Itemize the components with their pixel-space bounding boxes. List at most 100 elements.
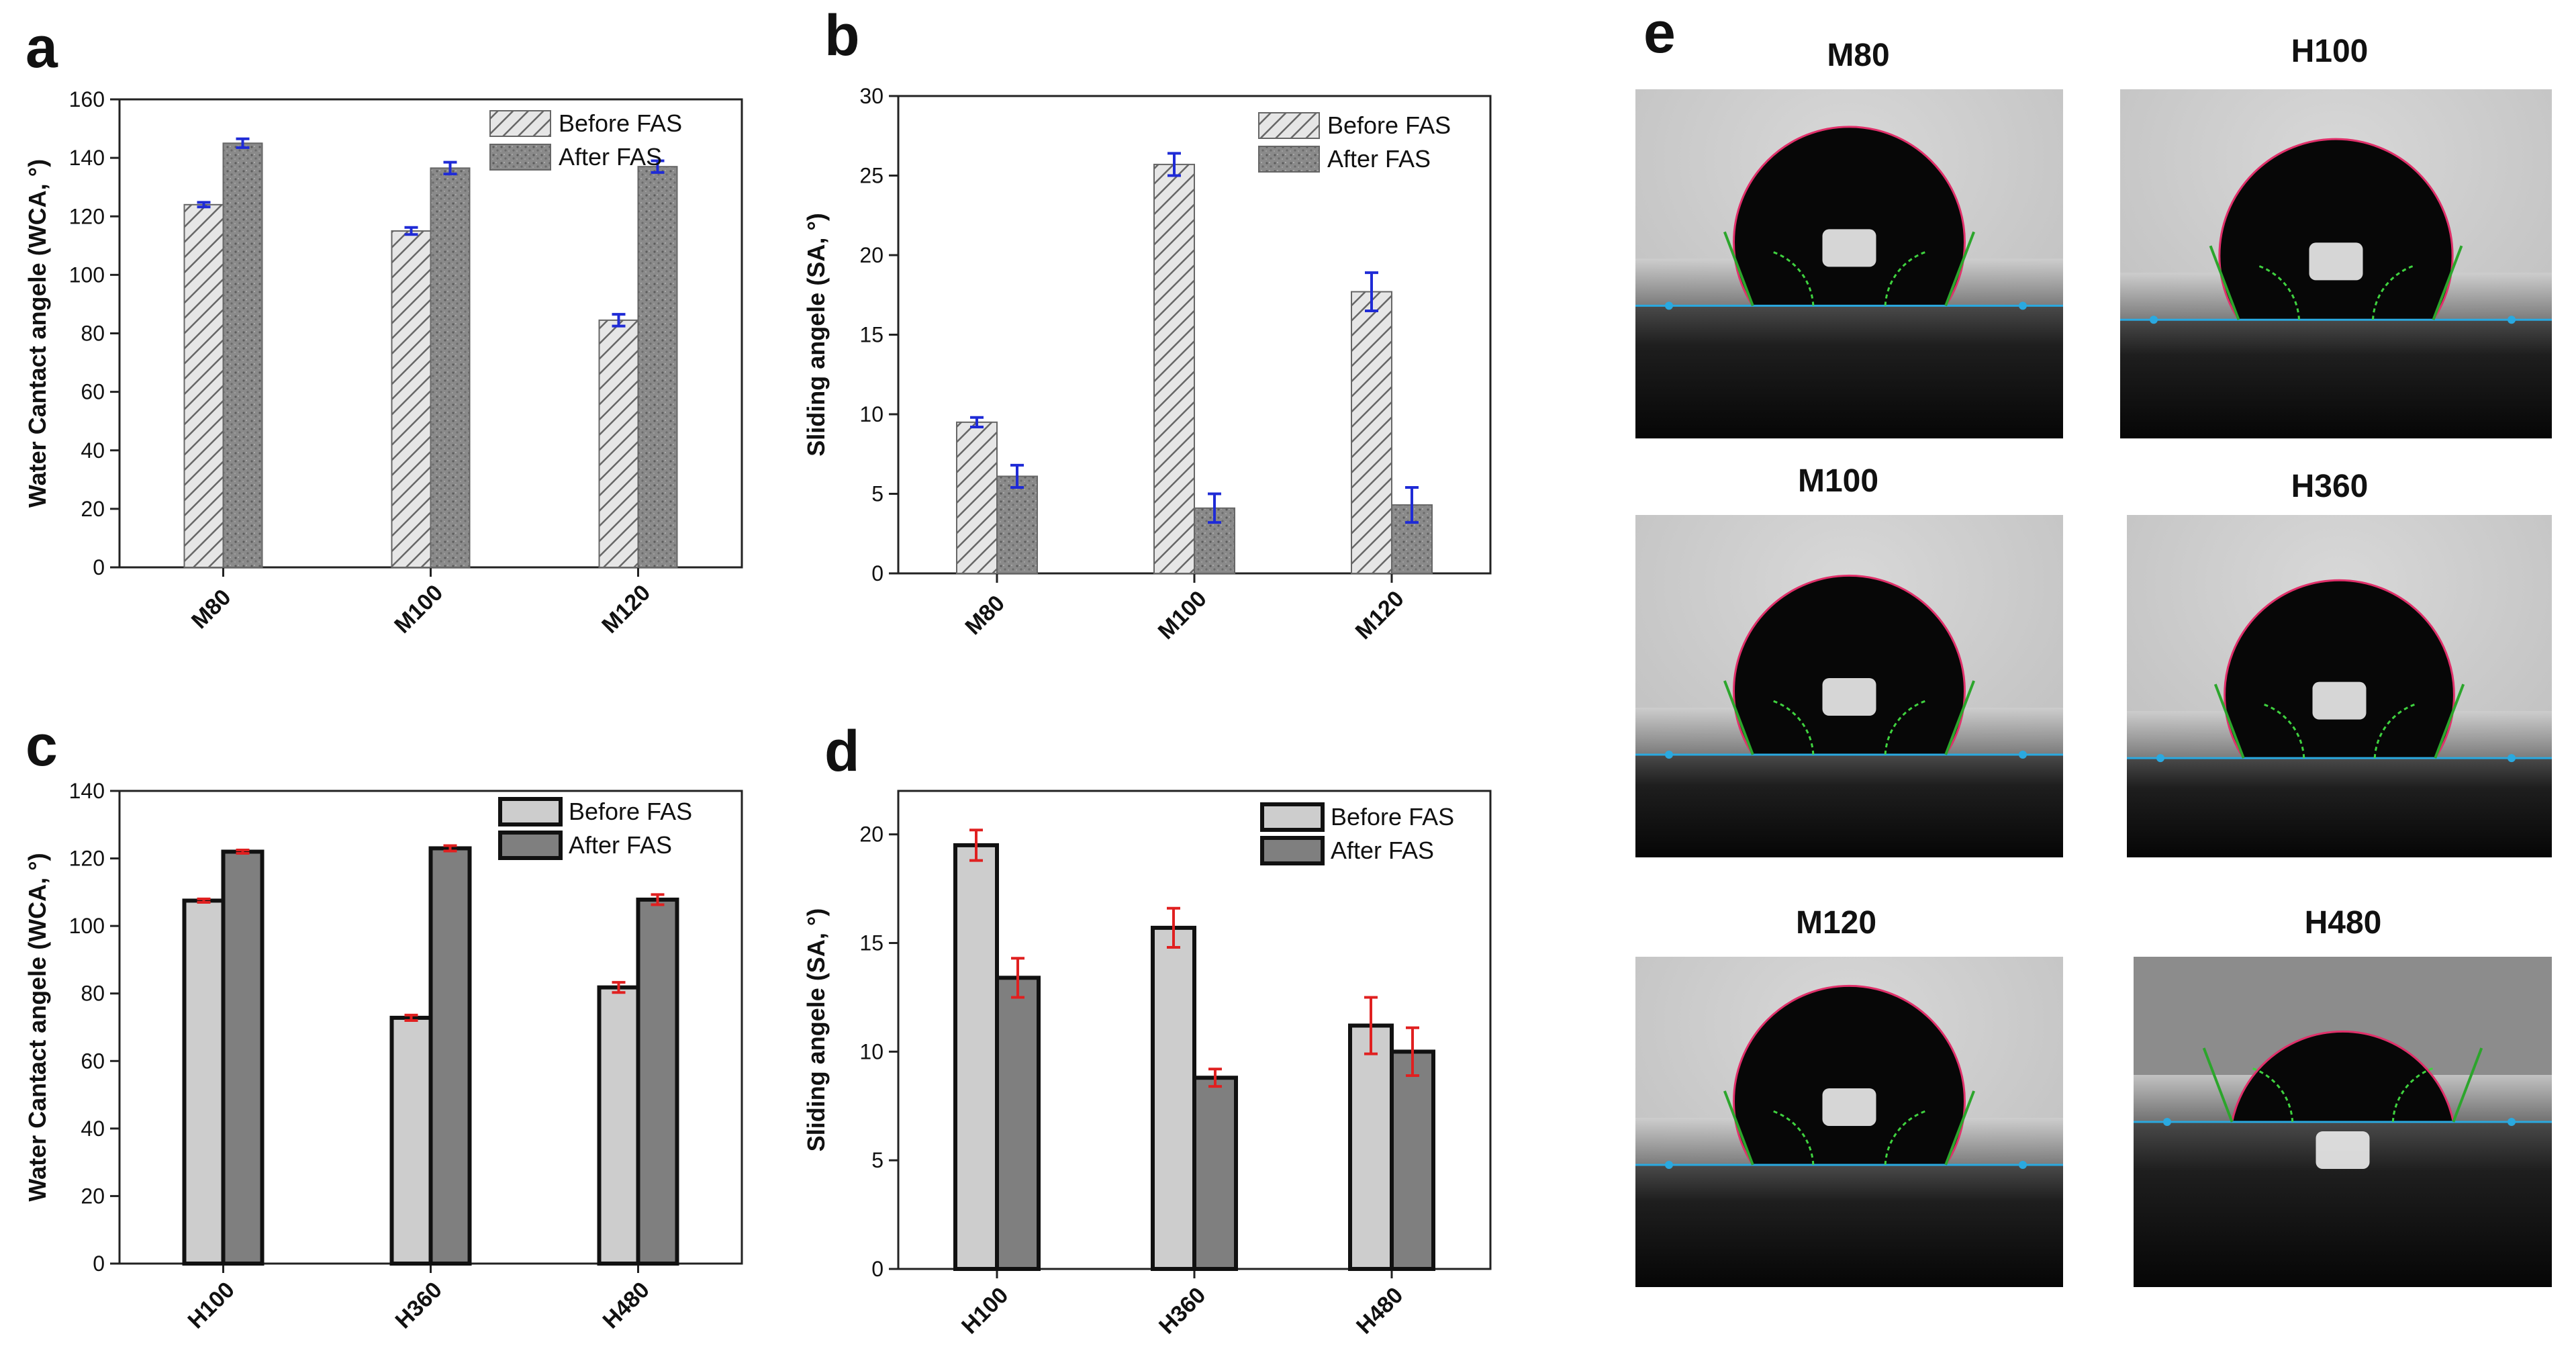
baseline-marker-right-5 (2508, 1118, 2516, 1126)
droplet-label-0: M80 (1827, 38, 1889, 73)
droplet-highlight-1 (2309, 242, 2363, 281)
baseline-marker-right-2 (2019, 751, 2027, 759)
y-tick-label-d-4: 20 (859, 822, 884, 847)
x-tick-label-c-2: H480 (598, 1277, 655, 1333)
bar-a-0-0 (183, 203, 224, 568)
legend-swatch-d-1 (1260, 836, 1325, 865)
droplet-label-3: H360 (2291, 469, 2369, 504)
bar-c-0-0 (182, 898, 226, 1266)
droplet-label-4: M120 (1796, 905, 1876, 941)
bar-a-0-2 (598, 319, 639, 568)
angle-arc-right-0 (1884, 250, 1926, 306)
bar-d-0-1 (1151, 925, 1196, 1271)
legend-label-d-0: Before FAS (1331, 803, 1454, 831)
baseline-marker-left-1 (2150, 316, 2158, 324)
y-axis-label-a: Water Cantact angele (WCA, °) (23, 159, 51, 508)
baseline-marker-left-3 (2156, 754, 2164, 763)
angle-arc-left-2 (1772, 700, 1815, 755)
x-tick-label-b-2: M120 (1351, 586, 1409, 645)
y-tick-label-d-3: 15 (859, 931, 884, 955)
x-tick-label-d-1: H360 (1154, 1282, 1210, 1339)
tangent-left-0 (1723, 231, 1754, 307)
baseline-marker-right-0 (2019, 301, 2027, 310)
y-tick-label-a-6: 120 (69, 204, 105, 228)
panel-letter-e: e (1643, 1, 1676, 65)
y-tick-label-b-6: 30 (859, 84, 884, 108)
legend-label-b-0: Before FAS (1327, 111, 1451, 139)
y-tick-label-b-4: 20 (859, 243, 884, 267)
tangent-left-3 (2213, 683, 2245, 759)
x-tick-label-b-1: M100 (1153, 586, 1212, 645)
droplet-3 (2224, 579, 2455, 759)
y-tick-label-c-4: 80 (81, 982, 105, 1006)
bar-c-1-0 (221, 849, 265, 1266)
y-tick-label-c-2: 40 (81, 1117, 105, 1141)
bar-b-0-0 (956, 421, 998, 574)
tangent-left-1 (2209, 245, 2240, 320)
legend-swatch-d-0 (1260, 802, 1325, 832)
droplet-image-2: M100 (1635, 463, 2063, 857)
legend-swatch-b-1 (1258, 146, 1320, 173)
bar-d-1-0 (995, 976, 1041, 1271)
legend-label-a-1: After FAS (559, 143, 662, 171)
substrate-0 (1635, 305, 2063, 438)
x-tick-label-d-0: H100 (957, 1282, 1013, 1339)
angle-arc-left-4 (1772, 1110, 1815, 1166)
droplet-image-4: M120 (1635, 905, 2063, 1287)
tangent-right-2 (1944, 680, 1976, 755)
bar-a-1-1 (430, 167, 471, 568)
chart-c: 0 20 40 60 80 100 120 140 Water Cantact angele (… (23, 779, 743, 1333)
x-tick-label-a-0: M80 (187, 584, 236, 634)
baseline-marker-right-3 (2508, 754, 2516, 763)
droplet-images-panel: M80 H100 M100 H360 M120 H480 (1635, 34, 2552, 1287)
y-tick-label-c-0: 0 (93, 1251, 105, 1276)
bar-c-1-1 (428, 846, 472, 1266)
baseline-marker-right-4 (2019, 1160, 2027, 1169)
chart-b: 0 5 10 15 20 25 30 Sliding angele (SA, °) M80 M10… (802, 84, 1492, 645)
tangent-right-0 (1944, 231, 1976, 307)
y-tick-label-d-1: 5 (871, 1148, 884, 1172)
bar-d-0-0 (953, 843, 999, 1271)
x-tick-label-d-2: H480 (1351, 1282, 1408, 1339)
legend-swatch-b-0 (1258, 112, 1320, 139)
bar-c-1-2 (636, 897, 679, 1266)
y-tick-label-a-0: 0 (93, 555, 105, 579)
y-tick-label-a-4: 80 (81, 322, 105, 346)
baseline-marker-left-2 (1665, 751, 1673, 759)
tangent-right-3 (2434, 683, 2465, 759)
legend-swatch-a-0 (489, 110, 551, 137)
droplet-label-2: M100 (1798, 463, 1878, 499)
legend-label-c-0: Before FAS (569, 798, 692, 825)
legend-label-c-1: After FAS (569, 831, 672, 859)
droplet-1 (2218, 138, 2454, 320)
y-tick-label-c-6: 120 (69, 847, 105, 871)
y-tick-label-a-2: 40 (81, 438, 105, 463)
x-tick-label-b-0: M80 (960, 590, 1010, 640)
droplet-highlight-0 (1822, 229, 1876, 267)
angle-arc-left-1 (2258, 265, 2301, 320)
x-tick-label-a-1: M100 (389, 580, 448, 639)
angle-arc-right-4 (1884, 1110, 1926, 1166)
bar-d-1-2 (1390, 1049, 1435, 1271)
y-tick-label-c-3: 60 (81, 1049, 105, 1073)
angle-arc-left-0 (1772, 250, 1815, 306)
x-tick-label-c-0: H100 (183, 1277, 240, 1333)
tangent-left-2 (1723, 680, 1754, 755)
bar-c-0-1 (389, 1015, 433, 1266)
bar-b-0-2 (1351, 291, 1392, 574)
baseline-marker-left-5 (2163, 1118, 2171, 1126)
substrate-3 (2127, 758, 2552, 857)
angle-arc-right-2 (1884, 700, 1926, 755)
bar-c-0-2 (597, 985, 640, 1266)
droplet-0 (1733, 126, 1966, 306)
legend-swatch-a-1 (489, 144, 551, 171)
panel-letter-b: b (824, 3, 860, 68)
y-tick-label-a-3: 60 (81, 380, 105, 404)
x-tick-label-c-1: H360 (391, 1277, 447, 1333)
droplet-image-5: H480 (2134, 905, 2552, 1287)
y-tick-label-c-1: 20 (81, 1184, 105, 1208)
y-tick-label-b-5: 25 (859, 164, 884, 188)
y-axis-label-c: Water Cantact angele (WCA, °) (23, 853, 51, 1201)
angle-arc-left-3 (2263, 703, 2305, 759)
